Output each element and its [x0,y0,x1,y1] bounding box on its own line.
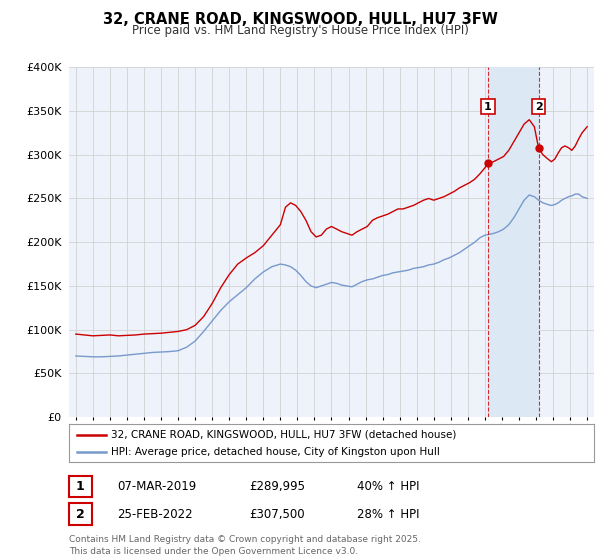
Text: 28% ↑ HPI: 28% ↑ HPI [357,507,419,521]
Text: Price paid vs. HM Land Registry's House Price Index (HPI): Price paid vs. HM Land Registry's House … [131,24,469,36]
Text: 2: 2 [535,101,542,111]
Text: 32, CRANE ROAD, KINGSWOOD, HULL, HU7 3FW (detached house): 32, CRANE ROAD, KINGSWOOD, HULL, HU7 3FW… [111,430,457,440]
Text: 40% ↑ HPI: 40% ↑ HPI [357,480,419,493]
Text: HPI: Average price, detached house, City of Kingston upon Hull: HPI: Average price, detached house, City… [111,447,440,458]
Text: 07-MAR-2019: 07-MAR-2019 [117,480,196,493]
Text: 1: 1 [484,101,492,111]
Text: 25-FEB-2022: 25-FEB-2022 [117,507,193,521]
Text: 32, CRANE ROAD, KINGSWOOD, HULL, HU7 3FW: 32, CRANE ROAD, KINGSWOOD, HULL, HU7 3FW [103,12,497,27]
Bar [488,67,539,417]
Text: £289,995: £289,995 [249,480,305,493]
Text: Contains HM Land Registry data © Crown copyright and database right 2025.
This d: Contains HM Land Registry data © Crown c… [69,535,421,556]
Text: £307,500: £307,500 [249,507,305,521]
Text: 2: 2 [76,507,85,521]
Text: 1: 1 [76,480,85,493]
